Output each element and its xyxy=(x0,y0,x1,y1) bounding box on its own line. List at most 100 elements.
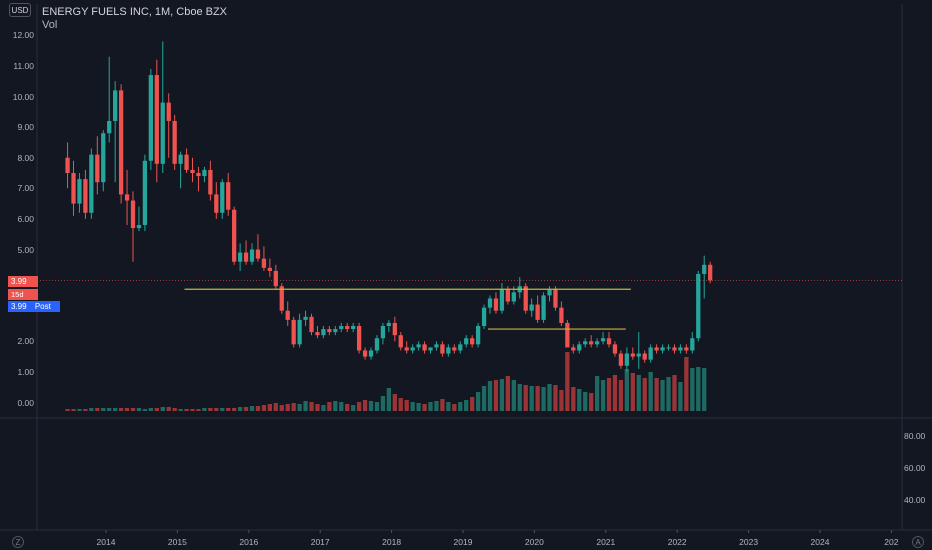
volume-bar xyxy=(452,404,457,411)
volume-bar xyxy=(273,403,278,411)
volume-bar xyxy=(434,401,439,411)
candle-body xyxy=(107,120,112,134)
volume-bar xyxy=(446,402,451,411)
countdown-tag: 15d 22h xyxy=(8,289,38,310)
candle-body xyxy=(678,347,683,351)
volume-bar xyxy=(368,401,374,411)
candle-body xyxy=(565,322,570,348)
volume-bar xyxy=(196,409,201,411)
volume-bar xyxy=(374,402,380,411)
volume-bar xyxy=(178,409,183,411)
candle-body xyxy=(279,286,284,311)
volume-bar xyxy=(404,400,409,411)
volume-bar xyxy=(166,407,171,411)
volume-bar xyxy=(333,401,338,411)
candle-body xyxy=(612,344,618,354)
candle-body xyxy=(154,75,159,164)
volume-bar xyxy=(672,375,677,411)
candle-body xyxy=(309,316,314,333)
volume-bar xyxy=(226,408,231,411)
price-tick-label: 11.00 xyxy=(13,60,34,71)
candle-body xyxy=(142,160,148,226)
candle-body xyxy=(118,90,124,195)
price-tick-label: 6.00 xyxy=(17,213,34,224)
volume-bar xyxy=(666,377,671,411)
candle-body xyxy=(666,347,671,349)
volume-bar xyxy=(416,403,421,411)
volume-bar xyxy=(630,373,635,411)
volume-bar xyxy=(345,404,350,411)
candle-body xyxy=(83,179,88,213)
candle-body xyxy=(636,353,641,357)
volume-bar xyxy=(654,378,659,411)
candle-body xyxy=(571,347,576,351)
candle-body xyxy=(481,307,487,326)
volume-bar xyxy=(202,408,207,411)
volume-bar xyxy=(517,384,522,411)
time-tick-label: 2015 xyxy=(167,537,187,547)
candle-body xyxy=(226,182,231,210)
oscillator-tick-label: 60.00 xyxy=(904,463,926,473)
volume-bar xyxy=(589,393,594,411)
volume-bar xyxy=(594,376,600,411)
zoom-scale-button[interactable]: Z xyxy=(12,536,24,548)
candle-body xyxy=(172,120,177,164)
price-tick-label: 1.00 xyxy=(17,366,34,377)
candle-body xyxy=(416,344,421,348)
volume-bar xyxy=(606,378,612,411)
candle-body xyxy=(535,304,540,320)
volume-bar xyxy=(392,394,397,411)
candle-body xyxy=(654,347,659,351)
candle-body xyxy=(190,169,195,173)
candle-body xyxy=(529,304,534,311)
candle-body xyxy=(273,270,278,287)
candle-body xyxy=(541,295,546,320)
candle-body xyxy=(553,289,558,308)
volume-bar xyxy=(297,404,302,411)
time-tick-label: 2019 xyxy=(453,537,473,547)
candle-body xyxy=(606,338,612,345)
volume-bar xyxy=(285,404,290,411)
candle-body xyxy=(297,319,302,345)
candle-body xyxy=(589,341,594,345)
candle-body xyxy=(315,332,320,336)
volume-bar xyxy=(249,406,255,411)
candle-body xyxy=(243,252,249,262)
volume-bar xyxy=(541,387,546,411)
candle-body xyxy=(113,90,118,121)
candle-body xyxy=(232,209,237,262)
volume-bar xyxy=(475,392,481,411)
post-label: Post xyxy=(34,302,51,311)
candle-body xyxy=(362,350,368,357)
volume-bar xyxy=(89,408,94,411)
volume-bar xyxy=(428,402,433,411)
volume-indicator-label[interactable]: Vol xyxy=(42,19,58,31)
volume-bar xyxy=(422,404,427,411)
price-tick-label: 2.00 xyxy=(17,336,34,347)
oscillator-tick-label: 40.00 xyxy=(904,495,926,505)
candle-body xyxy=(505,289,511,302)
volume-bar xyxy=(511,380,516,411)
candle-body xyxy=(470,338,475,345)
volume-bar xyxy=(130,408,136,411)
candle-body xyxy=(428,347,433,351)
volume-bar xyxy=(559,390,564,411)
last-price-tag: 3.99 xyxy=(8,276,38,287)
candle-body xyxy=(452,347,457,351)
candle-body xyxy=(594,341,600,345)
volume-bar xyxy=(356,402,362,411)
candle-body xyxy=(77,179,82,204)
candle-body xyxy=(95,154,100,183)
currency-badge[interactable]: USD xyxy=(9,3,31,17)
candle-body xyxy=(577,344,582,351)
candle-body xyxy=(642,353,647,360)
volume-bar xyxy=(535,386,540,411)
price-tick-label: 12.00 xyxy=(12,30,34,41)
volume-bar xyxy=(470,397,475,411)
volume-bar xyxy=(702,368,707,411)
volume-bar xyxy=(321,405,326,411)
volume-bar xyxy=(577,389,582,411)
auto-scale-button[interactable]: A xyxy=(912,536,924,548)
